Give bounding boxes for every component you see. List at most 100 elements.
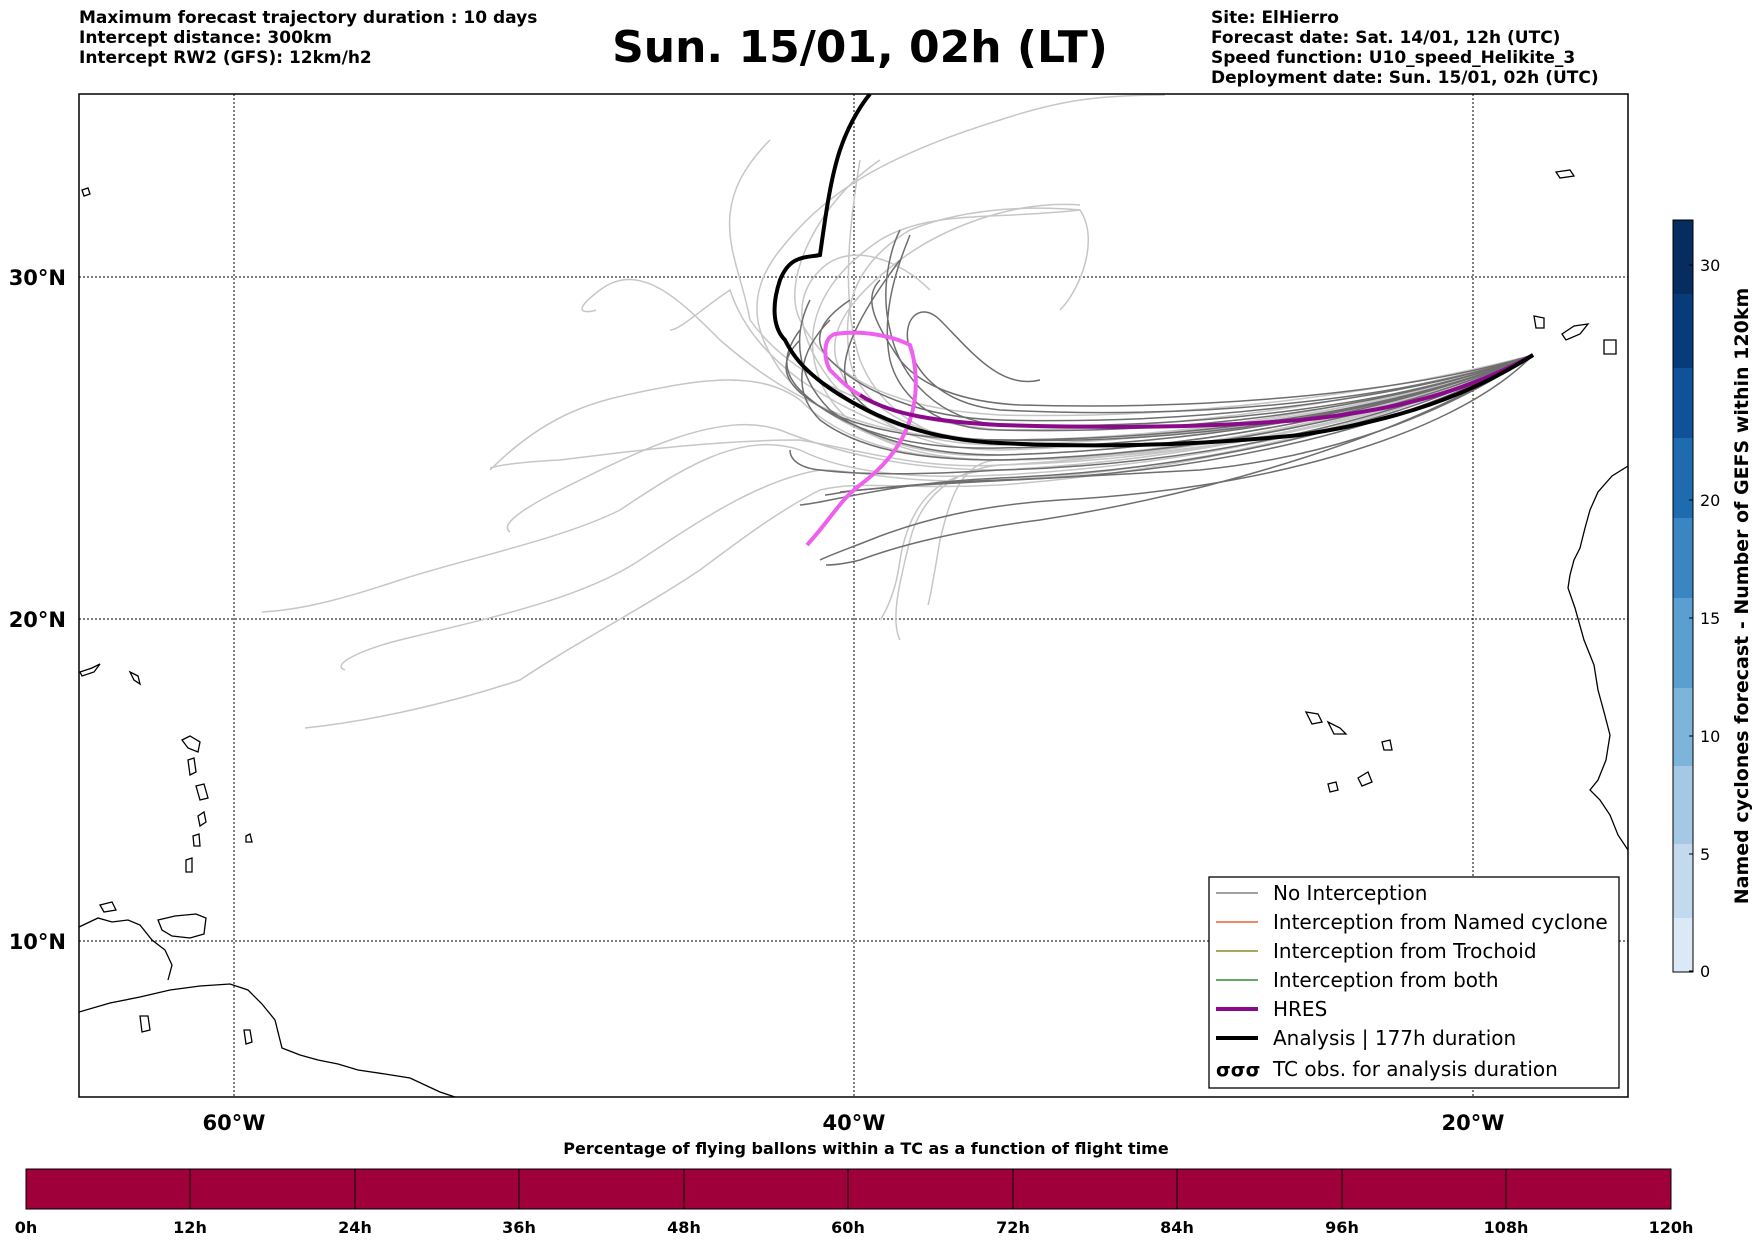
colorbar-label: Named cyclones forecast - Number of GEFS… bbox=[1731, 288, 1752, 905]
forecast-parameters: Maximum forecast trajectory duration : 1… bbox=[79, 8, 537, 68]
time-tick-120h: 120h bbox=[1649, 1218, 1694, 1237]
site-text: Site: ElHierro bbox=[1211, 8, 1339, 28]
time-tick-60h: 60h bbox=[831, 1218, 865, 1237]
trajectory-member bbox=[819, 299, 1534, 422]
cape-verde-3 bbox=[1381, 739, 1393, 751]
time-tick-108h: 108h bbox=[1484, 1218, 1529, 1237]
forecast-date-text: Forecast date: Sat. 14/01, 12h (UTC) bbox=[1211, 28, 1561, 48]
speed-function-text: Speed function: U10_speed_Helikite_3 bbox=[1211, 48, 1576, 68]
lon-label-60w: 60°W bbox=[203, 1111, 266, 1135]
trajectory-member bbox=[839, 354, 1534, 493]
bottom-colorbar: Percentage of flying ballons within a TC… bbox=[15, 1139, 1694, 1237]
lat-label-20n: 20°N bbox=[9, 608, 66, 632]
colorbar-segment bbox=[1673, 438, 1693, 518]
time-tick-72h: 72h bbox=[996, 1218, 1030, 1237]
lesser-antilles-3 bbox=[181, 735, 201, 753]
trajectory-member bbox=[799, 354, 1534, 506]
cape-verde-4 bbox=[1357, 771, 1373, 787]
legend: No Interception Interception from Named … bbox=[1208, 876, 1620, 1089]
lat-label-30n: 30°N bbox=[9, 266, 66, 290]
lat-label-10n: 10°N bbox=[9, 930, 66, 954]
trajectory-member bbox=[786, 329, 1534, 449]
hres-track bbox=[805, 330, 918, 547]
colorbar-segment bbox=[1673, 598, 1693, 688]
coastlines bbox=[79, 169, 1628, 1097]
colorbar-segment bbox=[1673, 368, 1693, 438]
bottom-colorbar-ticks bbox=[189, 1169, 1507, 1209]
lesser-antilles-5 bbox=[195, 783, 209, 801]
colorbar-segment bbox=[1673, 220, 1693, 294]
barbados-coast bbox=[243, 1029, 253, 1045]
cape-verde-2 bbox=[1326, 720, 1348, 735]
colorbar-tick-20: 20 bbox=[1700, 491, 1720, 510]
trajectory-member bbox=[489, 354, 1534, 469]
trinidad-coast bbox=[157, 913, 207, 939]
time-tick-84h: 84h bbox=[1160, 1218, 1194, 1237]
right-colorbar: 30 20 15 10 5 0 Named cyclones forecast … bbox=[1672, 219, 1752, 981]
madeira-coast bbox=[1554, 169, 1576, 179]
legend-box bbox=[1208, 876, 1620, 1089]
time-tick-0h: 0h bbox=[15, 1218, 38, 1237]
ensemble-trajectories bbox=[261, 94, 1534, 729]
caribbean-islet-3 bbox=[81, 187, 91, 197]
colorbar-tick-15: 15 bbox=[1700, 609, 1720, 628]
bottom-colorbar-title: Percentage of flying ballons within a TC… bbox=[563, 1139, 1169, 1158]
legend-label-hres: HRES bbox=[1273, 997, 1327, 1021]
deployment-date-text: Deployment date: Sun. 15/01, 02h (UTC) bbox=[1211, 68, 1599, 88]
tc-obs-symbol-icon: σσσ bbox=[1216, 1059, 1260, 1081]
lesser-antilles-4 bbox=[187, 757, 197, 776]
canary-islands-3 bbox=[1603, 339, 1617, 355]
page-title: Sun. 15/01, 02h (LT) bbox=[612, 22, 1108, 73]
analysis-track bbox=[772, 94, 1535, 448]
trajectory-member bbox=[789, 354, 1534, 475]
colorbar-tick-10: 10 bbox=[1700, 727, 1720, 746]
colorbar-tick-0: 0 bbox=[1700, 962, 1710, 981]
lesser-antilles-8 bbox=[185, 857, 193, 873]
colorbar-frame bbox=[1672, 219, 1694, 973]
hres-track bbox=[858, 353, 1534, 429]
lesser-antilles-7 bbox=[192, 833, 201, 847]
map-frame bbox=[78, 93, 1629, 1098]
trajectory-member bbox=[798, 299, 1534, 456]
legend-label-both: Interception from both bbox=[1273, 968, 1499, 992]
legend-label-named-cyclone: Interception from Named cyclone bbox=[1273, 910, 1608, 934]
intercept-distance-text: Intercept distance: 300km bbox=[79, 28, 332, 48]
legend-label-tc-obs: TC obs. for analysis duration bbox=[1272, 1057, 1558, 1081]
lesser-antilles-6 bbox=[197, 810, 207, 828]
time-tick-12h: 12h bbox=[173, 1218, 207, 1237]
time-tick-36h: 36h bbox=[502, 1218, 536, 1237]
lon-label-40w: 40°W bbox=[823, 1111, 886, 1135]
trajectory-member bbox=[261, 354, 1534, 613]
caribbean-islet-2 bbox=[139, 1015, 151, 1033]
africa-coast bbox=[1567, 465, 1628, 851]
colorbar-segment bbox=[1673, 766, 1693, 844]
south-america-coast bbox=[79, 983, 456, 1097]
legend-label-no-interception: No Interception bbox=[1273, 881, 1427, 905]
legend-label-trochoid: Interception from Trochoid bbox=[1273, 939, 1537, 963]
colorbar-segment bbox=[1673, 844, 1693, 918]
colorbar-segment bbox=[1673, 294, 1693, 368]
time-tick-24h: 24h bbox=[338, 1218, 372, 1237]
max-duration-text: Maximum forecast trajectory duration : 1… bbox=[79, 8, 538, 28]
trajectory-member bbox=[906, 311, 1534, 414]
lesser-antilles-1 bbox=[79, 663, 101, 677]
canary-islands-1 bbox=[1533, 315, 1545, 329]
trajectory-member bbox=[785, 339, 1534, 441]
lon-label-20w: 20°W bbox=[1442, 1111, 1505, 1135]
trajectory-member bbox=[871, 279, 1534, 407]
colorbar-tick-30: 30 bbox=[1700, 256, 1720, 275]
trajectory-member bbox=[340, 354, 1534, 671]
colorbar-tick-5: 5 bbox=[1700, 845, 1710, 864]
time-tick-48h: 48h bbox=[667, 1218, 701, 1237]
colorbar-segment bbox=[1673, 918, 1693, 972]
forecast-metadata: Site: ElHierro Forecast date: Sat. 14/01… bbox=[1211, 8, 1599, 88]
tobago-coast bbox=[245, 833, 253, 843]
legend-label-analysis: Analysis | 177h duration bbox=[1273, 1026, 1516, 1050]
trajectory-member bbox=[844, 259, 1534, 442]
venezuela-coast-north bbox=[79, 917, 173, 981]
trajectory-member bbox=[886, 234, 1534, 432]
graticule bbox=[79, 94, 1628, 1097]
lesser-antilles-2 bbox=[128, 670, 142, 686]
trajectory-member bbox=[794, 159, 1534, 417]
